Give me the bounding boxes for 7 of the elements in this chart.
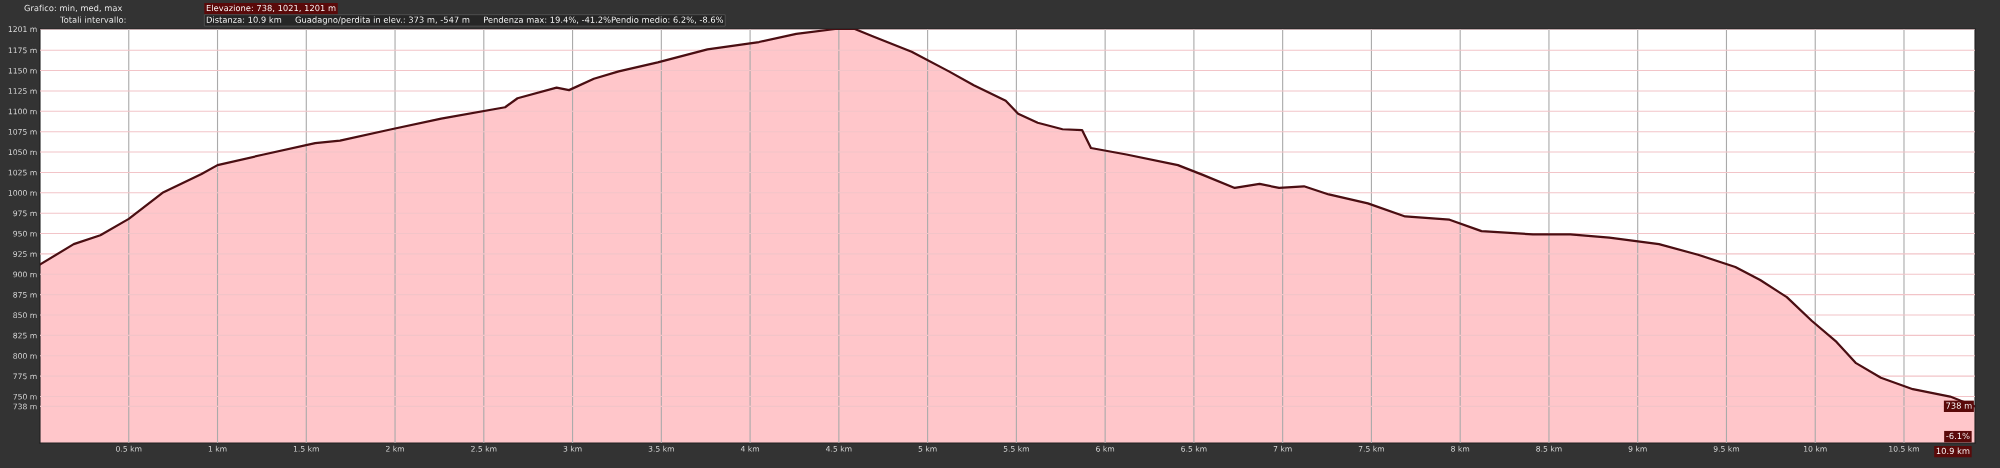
text: Totali intervallo: xyxy=(59,16,126,23)
text: 10.9 km xyxy=(1936,447,1970,455)
annotation: -6.1% xyxy=(1946,432,1970,440)
text: Elevazione: 738, 1021, 1201 m xyxy=(206,4,336,12)
text: Grafico: min, med, max xyxy=(24,4,123,12)
annotation: 738 m xyxy=(1946,402,1972,409)
text: Distanza: 10.9 km Guadagno/perdita in elev.: 373 m, -547 m Pendenza max: 19.4%, -41.2%Pendio medio: 6.2%, -8.6% xyxy=(206,16,724,25)
